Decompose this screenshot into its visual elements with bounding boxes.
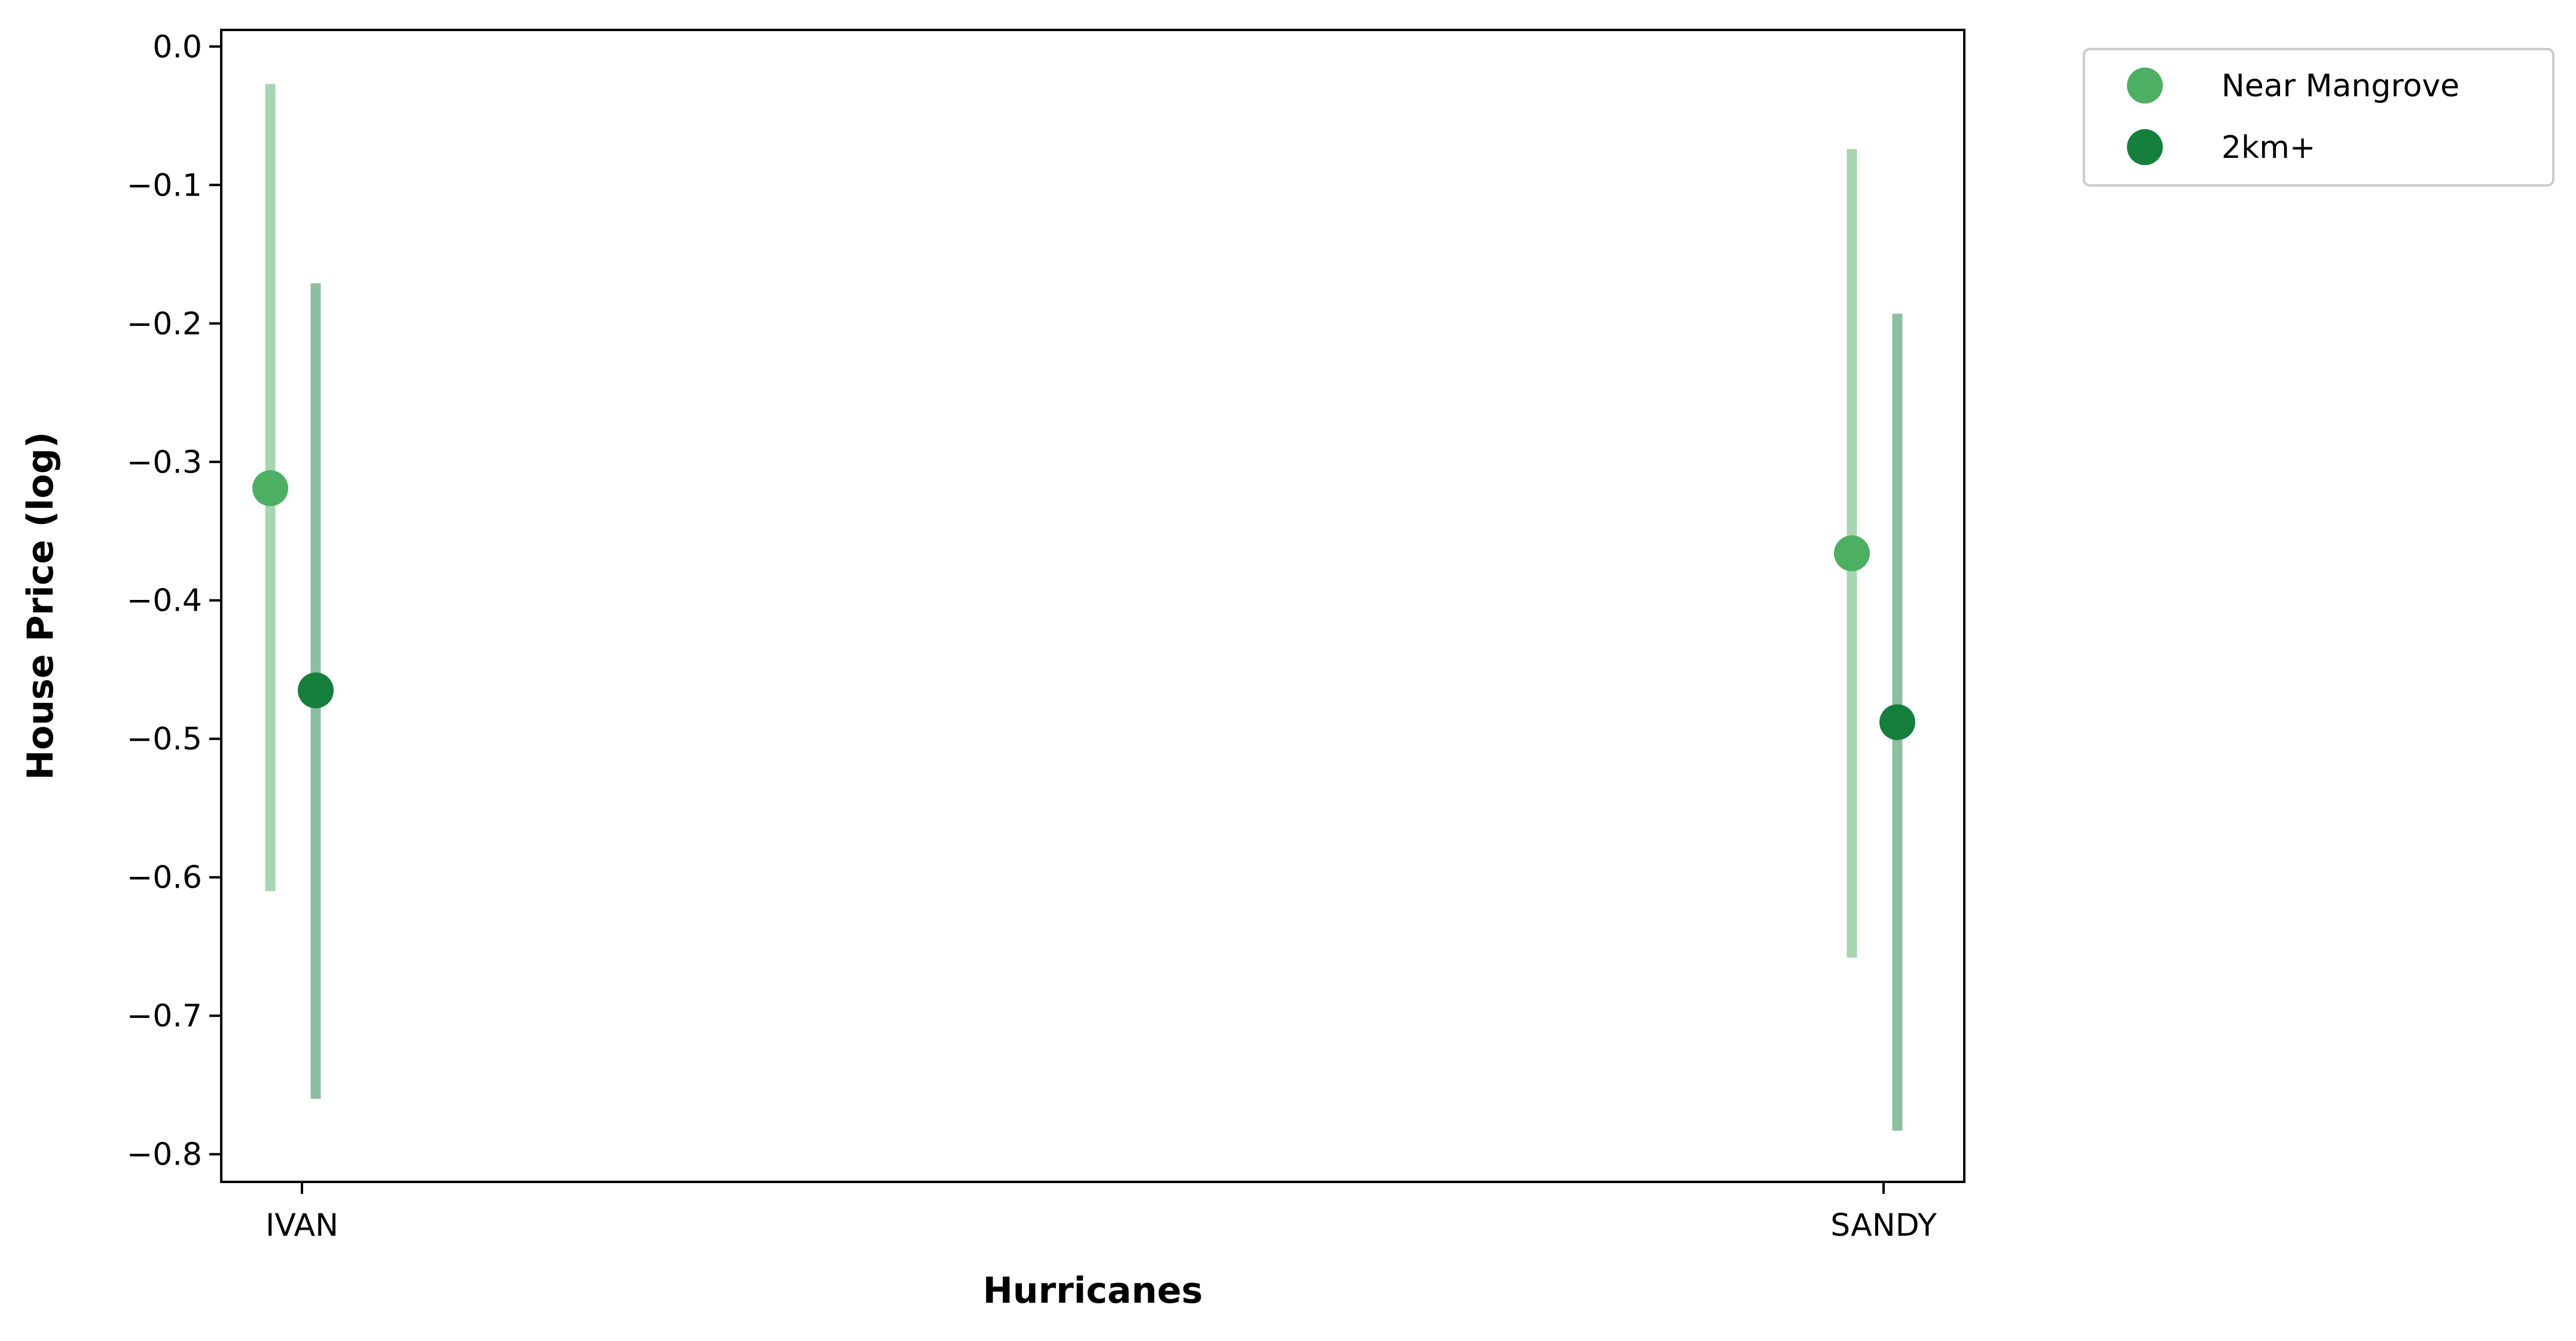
legend-marker bbox=[2127, 129, 2163, 165]
data-point bbox=[252, 470, 288, 507]
x-axis-label: Hurricanes bbox=[983, 1270, 1203, 1312]
data-point bbox=[1879, 704, 1915, 740]
y-tick-label: −0.2 bbox=[127, 306, 202, 342]
point-layer bbox=[252, 470, 1915, 740]
y-tick-label: −0.4 bbox=[127, 583, 202, 619]
y-tick-label: −0.1 bbox=[127, 167, 202, 203]
errorbar-layer bbox=[265, 84, 1903, 1131]
y-tick-label: −0.8 bbox=[127, 1137, 202, 1173]
legend-items: Near Mangrove 2km+ bbox=[2127, 68, 2459, 166]
y-tick-label: −0.7 bbox=[127, 998, 202, 1034]
legend-frame bbox=[2083, 48, 2554, 187]
y-tick-label: −0.5 bbox=[127, 721, 202, 757]
y-tick-label: 0.0 bbox=[152, 29, 202, 65]
plot-frame bbox=[220, 29, 1965, 1183]
plot-area bbox=[220, 29, 1965, 1183]
data-point bbox=[298, 672, 334, 709]
x-tick-label: SANDY bbox=[1830, 1208, 1937, 1244]
x-axis: IVAN SANDY bbox=[265, 1182, 1937, 1244]
y-tick-label: −0.3 bbox=[127, 444, 202, 480]
legend-label: 2km+ bbox=[2221, 130, 2315, 166]
y-axis-label: House Price (log) bbox=[20, 432, 62, 780]
legend-label: Near Mangrove bbox=[2221, 68, 2459, 104]
y-tick-label: −0.6 bbox=[127, 860, 202, 896]
legend-marker bbox=[2127, 68, 2163, 103]
legend: Near Mangrove 2km+ bbox=[2083, 48, 2554, 187]
y-axis: 0.0 −0.1 −0.2 −0.3 −0.4 −0.5 −0.6 −0.7 −0.8 bbox=[127, 29, 221, 1173]
data-point bbox=[1834, 535, 1870, 572]
x-tick-label: IVAN bbox=[265, 1208, 338, 1244]
